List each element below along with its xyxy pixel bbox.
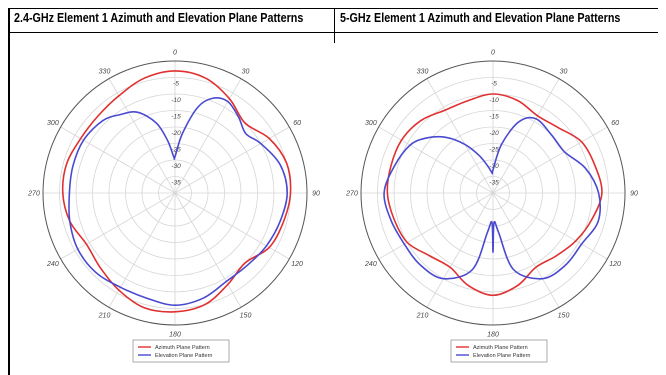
elevation-pattern-trace — [383, 116, 602, 280]
angular-gridline — [378, 192, 494, 260]
angle-tick-label: 120 — [291, 261, 303, 268]
legend-entry: Elevation Plane Pattern — [155, 353, 212, 359]
angular-gridline — [60, 192, 176, 260]
angle-tick-label: 0 — [491, 50, 495, 57]
angle-tick-label: 210 — [416, 313, 429, 320]
angle-tick-label: 240 — [46, 261, 59, 268]
radial-tick-label: -25 — [489, 147, 499, 154]
angular-gridline — [492, 192, 560, 308]
angular-gridline — [174, 78, 242, 194]
angular-gridline — [174, 126, 290, 194]
title-divider — [334, 9, 335, 43]
angle-tick-label: 0 — [173, 50, 177, 57]
angle-tick-label: 270 — [27, 191, 40, 198]
angle-tick-label: 60 — [293, 120, 301, 127]
radial-tick-label: -15 — [171, 114, 181, 121]
radial-tick-label: -5 — [173, 81, 179, 88]
angular-gridline — [108, 78, 176, 194]
angle-tick-label: 240 — [364, 261, 377, 268]
radial-tick-label: -10 — [489, 97, 499, 104]
angular-gridline — [492, 126, 608, 194]
elevation-pattern-trace — [68, 97, 288, 306]
angular-gridline — [492, 192, 608, 260]
angle-tick-label: 30 — [560, 68, 568, 75]
radial-tick-label: -35 — [489, 180, 499, 187]
angle-tick-label: 210 — [98, 313, 111, 320]
chart-title-5ghz: 5-GHz Element 1 Azimuth and Elevation Pl… — [340, 11, 621, 25]
legend-box — [450, 339, 548, 363]
legend-entry: Azimuth Plane Pattern — [473, 345, 528, 351]
chart-title-2-4ghz: 2.4-GHz Element 1 Azimuth and Elevation … — [14, 11, 304, 25]
angle-tick-label: 150 — [240, 313, 252, 320]
angle-tick-label: 180 — [169, 332, 181, 339]
radial-tick-label: -10 — [171, 97, 181, 104]
angular-gridline — [426, 78, 494, 194]
angular-gridline — [108, 192, 176, 308]
azimuth-pattern-trace — [61, 70, 292, 313]
angle-tick-label: 270 — [345, 191, 358, 198]
legend-entry: Elevation Plane Pattern — [473, 353, 530, 359]
angle-tick-label: 60 — [611, 120, 619, 127]
polar-chart-2-4ghz: 0 30 60 90 120 150 180 210 240 270 300 330 -5 -10 -15 -… — [27, 50, 320, 363]
radial-tick-label: -5 — [491, 81, 497, 88]
angle-tick-label: 330 — [417, 68, 429, 75]
radial-tick-label: -20 — [171, 130, 181, 137]
azimuth-pattern-trace — [386, 93, 603, 297]
angle-tick-label: 150 — [558, 313, 570, 320]
radial-tick-label: -30 — [171, 163, 181, 170]
angle-tick-label: 330 — [99, 68, 111, 75]
angular-gridline — [174, 192, 290, 260]
angular-gridline — [174, 192, 242, 308]
legend-box — [132, 339, 230, 363]
angle-tick-label: 300 — [365, 120, 377, 127]
angle-tick-label: 90 — [312, 191, 320, 198]
angular-gridline — [60, 126, 176, 194]
title-rule — [10, 32, 658, 33]
angular-gridline — [492, 78, 560, 194]
angle-tick-label: 300 — [47, 120, 59, 127]
angular-gridline — [426, 192, 494, 308]
radial-tick-label: -35 — [171, 180, 181, 187]
outer-ring — [42, 60, 308, 326]
polar-chart-5ghz: 0 30 60 90 120 150 180 210 240 270 300 330 -5 -10 -15 -… — [345, 50, 638, 363]
radial-tick-label: -20 — [489, 130, 499, 137]
radial-tick-label: -15 — [489, 114, 499, 121]
angle-tick-label: 180 — [487, 332, 499, 339]
legend-entry: Azimuth Plane Pattern — [155, 345, 210, 351]
figure-frame — [8, 8, 658, 375]
angle-tick-label: 120 — [609, 261, 621, 268]
angle-tick-label: 30 — [242, 68, 250, 75]
outer-ring — [360, 60, 626, 326]
angle-tick-label: 90 — [630, 191, 638, 198]
angular-gridline — [378, 126, 494, 194]
